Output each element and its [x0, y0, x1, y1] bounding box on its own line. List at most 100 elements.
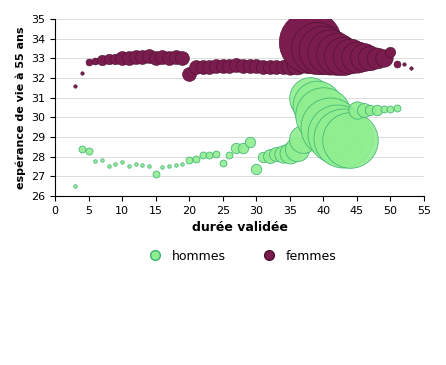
Point: [266, 153, 273, 159]
Point: [99, 57, 106, 63]
Point: [394, 61, 401, 67]
Point: [240, 145, 247, 151]
Point: [105, 163, 112, 169]
Point: [246, 63, 253, 69]
Point: [380, 55, 387, 61]
Point: [313, 102, 320, 108]
Point: [380, 105, 387, 111]
Point: [226, 152, 233, 158]
Point: [367, 55, 374, 61]
Point: [387, 105, 394, 111]
Point: [333, 51, 340, 57]
Point: [340, 135, 347, 141]
Point: [72, 83, 79, 89]
Point: [387, 50, 394, 55]
Point: [179, 55, 186, 61]
Point: [78, 70, 86, 76]
Point: [152, 172, 159, 177]
Point: [172, 54, 179, 60]
Point: [165, 163, 173, 169]
Point: [286, 150, 293, 156]
Point: [253, 166, 260, 172]
Point: [286, 63, 293, 69]
Point: [132, 161, 139, 166]
Point: [300, 136, 307, 142]
Point: [85, 148, 92, 154]
Point: [326, 50, 334, 55]
Point: [407, 65, 414, 71]
X-axis label: durée validée: durée validée: [191, 221, 288, 234]
Point: [212, 63, 219, 69]
Point: [145, 163, 153, 169]
Point: [360, 54, 367, 60]
Point: [152, 55, 159, 61]
Point: [293, 61, 300, 67]
Point: [273, 151, 280, 157]
Point: [112, 57, 119, 62]
Point: [233, 145, 240, 151]
Point: [72, 183, 79, 189]
Point: [112, 161, 119, 166]
Point: [159, 164, 166, 169]
Point: [306, 39, 314, 45]
Point: [212, 151, 219, 157]
Point: [260, 154, 267, 160]
Point: [119, 159, 126, 165]
Point: [394, 105, 401, 111]
Point: [192, 156, 199, 162]
Point: [347, 53, 354, 59]
Point: [192, 64, 199, 70]
Point: [233, 62, 240, 68]
Point: [179, 161, 186, 166]
Point: [253, 63, 260, 69]
Point: [92, 58, 99, 64]
Point: [320, 47, 327, 53]
Point: [360, 108, 367, 114]
Point: [373, 107, 380, 112]
Point: [219, 160, 226, 166]
Point: [172, 162, 179, 168]
Point: [401, 61, 408, 67]
Point: [219, 63, 226, 69]
Point: [199, 152, 206, 158]
Point: [119, 55, 126, 61]
Point: [139, 54, 146, 60]
Point: [320, 112, 327, 118]
Point: [139, 162, 146, 168]
Point: [280, 151, 287, 157]
Point: [300, 55, 307, 61]
Point: [125, 55, 132, 61]
Point: [165, 55, 173, 61]
Point: [199, 64, 206, 70]
Point: [367, 107, 374, 112]
Point: [132, 54, 139, 60]
Point: [260, 64, 267, 70]
Point: [373, 55, 380, 61]
Point: [186, 71, 193, 77]
Point: [326, 124, 334, 130]
Point: [125, 163, 132, 169]
Legend: hommes, femmes: hommes, femmes: [138, 245, 341, 268]
Point: [240, 63, 247, 69]
Point: [266, 64, 273, 70]
Point: [293, 146, 300, 152]
Y-axis label: espérance de vie à 55 ans: espérance de vie à 55 ans: [15, 26, 25, 189]
Point: [226, 63, 233, 69]
Point: [280, 64, 287, 70]
Point: [306, 95, 314, 101]
Point: [340, 53, 347, 59]
Point: [85, 59, 92, 65]
Point: [145, 53, 153, 59]
Point: [313, 45, 320, 50]
Point: [353, 108, 360, 114]
Point: [347, 137, 354, 143]
Point: [186, 157, 193, 162]
Point: [273, 64, 280, 70]
Point: [206, 152, 213, 158]
Point: [99, 157, 106, 162]
Point: [333, 131, 340, 137]
Point: [353, 54, 360, 60]
Point: [78, 146, 86, 152]
Point: [105, 57, 112, 62]
Point: [159, 54, 166, 60]
